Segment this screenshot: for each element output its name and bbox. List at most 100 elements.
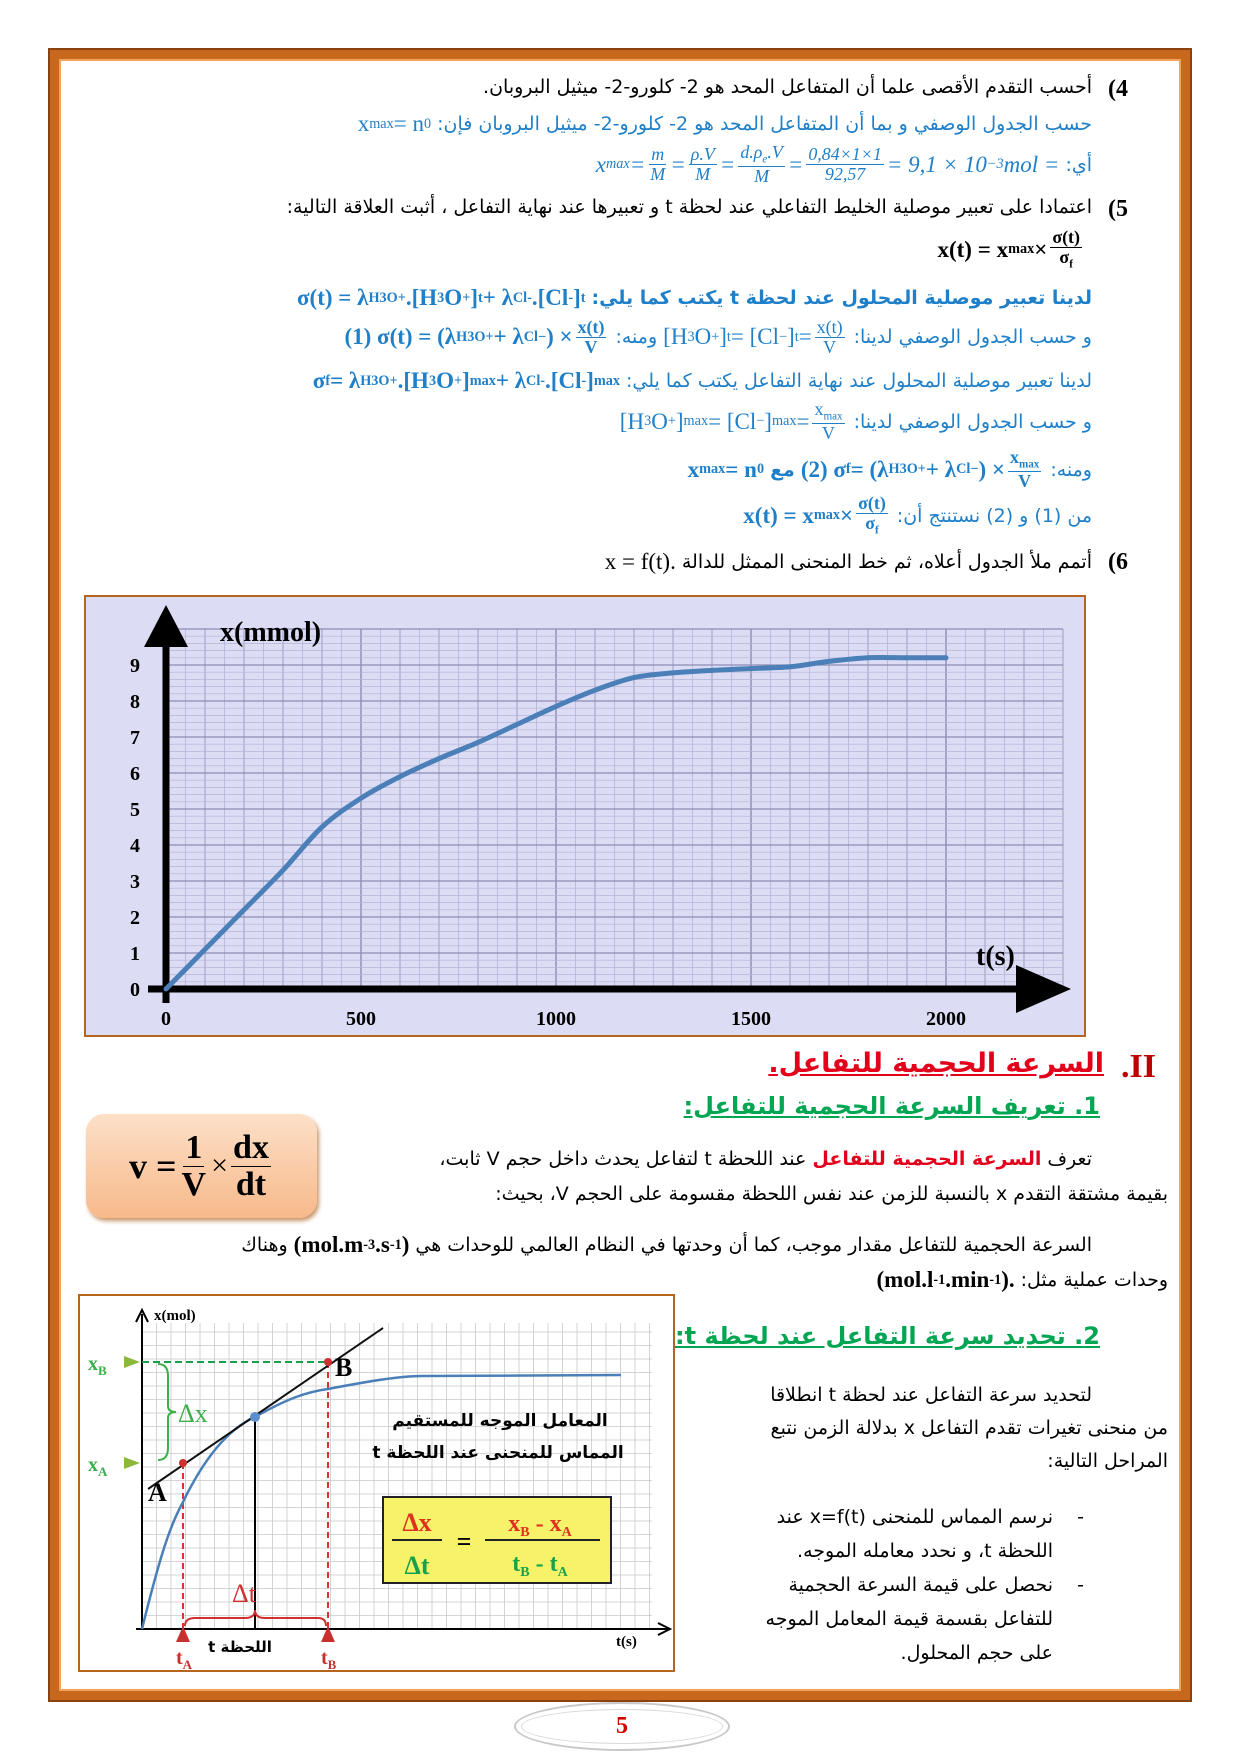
math-segment: x(t) = x max × σ(t) σf [743,494,891,537]
math-text: = λ [330,368,361,393]
math-segment: (mol.m -3 .s -1) [294,1232,410,1258]
subscript: f [845,461,851,478]
advancement-chart: 0 1 2 3 4 5 6 7 8 9 0 500 1000 1500 2000 x(mmol) t(s) [84,595,1086,1037]
tangent-point-marker [250,1412,260,1422]
formula-fraction-2: dx dt [231,1130,271,1202]
text-segment: عند اللحظة t لتفاعل يحدث داخل حجم V ثابت… [439,1148,807,1170]
intro-line-1: لتحديد سرعة التفاعل عند لحظة t انطلاقا [770,1384,1092,1406]
math-text: = [796,408,810,434]
fraction: x(t) V [814,318,845,357]
denominator: 92,57 [823,165,867,184]
math-text: 92,57 [824,164,866,185]
math-text: [H [619,408,645,434]
x-tick-label: 500 [346,1008,376,1030]
math-text: x = f(t). [604,549,676,574]
math-text: M [695,164,711,185]
math-text: = [629,151,646,177]
y-axis-arrow-icon [144,605,188,647]
superscript: − [756,413,765,430]
subscript: max [605,156,630,173]
math-text: ) [401,1232,410,1257]
subscript: max [813,507,840,524]
slope-equals: = [457,1527,472,1556]
superscript: -1 [989,1271,1002,1288]
text-segment: تعرف [1047,1148,1092,1170]
math-segment: (mol.l -1 .min -1). [877,1267,1015,1293]
text-segment: وهناك [241,1234,288,1256]
y-tick-label: 6 [130,763,140,785]
subscript: t [580,289,586,306]
denominator: σf [863,512,880,537]
text-segment: وحدات عملية مثل: [1020,1269,1168,1291]
formula-lhs: v = [129,1146,177,1186]
subscript: Cl- [512,289,532,306]
math-text: + λ [925,456,957,482]
x-axis-arrow-icon [1016,965,1071,1013]
math-text: .min [945,1267,990,1292]
math-text: (1) σ(t) = (λ [344,324,457,350]
math-text: σ [1059,246,1070,267]
bullet-dash-2: - [1077,1574,1084,1596]
delta-x-label: Δx [178,1399,208,1428]
math-text: .[Cl [531,285,569,310]
math-text: ). [1001,1267,1015,1292]
math-segment: σ(t) = λ H3O+ .[H 3 O +] t + λ Cl- .[Cl -] t [297,285,585,311]
numerator: xmax [812,399,845,425]
math-text: σ [865,512,875,533]
math-text: x(t) = x [937,236,1009,262]
math-text: V [822,423,835,444]
math-text: V [1018,471,1032,492]
subscript: max [683,413,709,430]
bullet-2-line-1: نحصل على قيمة السرعة الحجمية [788,1574,1053,1596]
answer-5-line-1: لدينا تعبير موصلية المحلول عند لحظة t يك… [297,285,1092,311]
subscript: t [726,328,731,345]
math-text: + λ [493,324,524,350]
math-text: = 9,1 × 10 [886,151,987,177]
subscript: Cl− [956,461,979,478]
y-tick-label: 7 [130,727,140,749]
superscript: -1 [933,1271,946,1288]
math-text: = [670,151,686,177]
bullet-dash-1: - [1077,1506,1084,1528]
math-text: = n [393,111,424,136]
math-text: ] [787,324,795,350]
superscript: − [779,328,788,345]
question-number-4: (4 [1108,76,1128,102]
answer-5-line-3: لدينا تعبير موصلية المحلول عند نهاية الت… [313,368,1092,394]
xA-arrow-icon [124,1457,140,1469]
xB-arrow-icon [124,1356,140,1368]
bullet-1-line-2: اللحظة t، و نحدد معامله الموجه. [797,1540,1053,1562]
subscript: max [469,372,496,389]
numerator: σ(t) [856,494,888,514]
subscript: max [1018,458,1040,471]
subscript: max [823,410,843,423]
subscript: f [325,372,331,389]
superscript: + [711,328,720,345]
tB-marker-icon [321,1626,335,1642]
text-segment: السرعة الحجمية للتفاعل مقدار موجب، كما أ… [415,1234,1092,1256]
x-tick-label: 0 [161,1008,171,1030]
superscript: - [581,372,587,389]
numerator: 1 [183,1128,205,1167]
math-text: O [694,324,712,350]
numerator: x(t) [814,318,845,338]
tA-marker-icon [176,1626,190,1642]
subscript: H3O+ [888,461,926,478]
fraction: σ(t) σf [1050,228,1082,271]
section-title: السرعة الحجمية للتفاعل. [768,1048,1104,1079]
denominator: V [1016,472,1033,491]
math-text: = [798,324,812,350]
math-text: = (λ [850,456,889,482]
denominator: M [648,165,667,184]
subscript: Cl− [523,328,547,345]
math-segment: x(t) = x max × σ(t) σf [937,228,1085,271]
data-curve [163,655,949,992]
definition-line-2: بقيمة مشتقة التقدم x بالنسبة للزمن عند ن… [495,1183,1168,1205]
text-segment: و حسب الجدول الوصفي لدينا: [853,410,1092,433]
denominator: V [181,1165,207,1203]
math-text: x [814,399,824,419]
